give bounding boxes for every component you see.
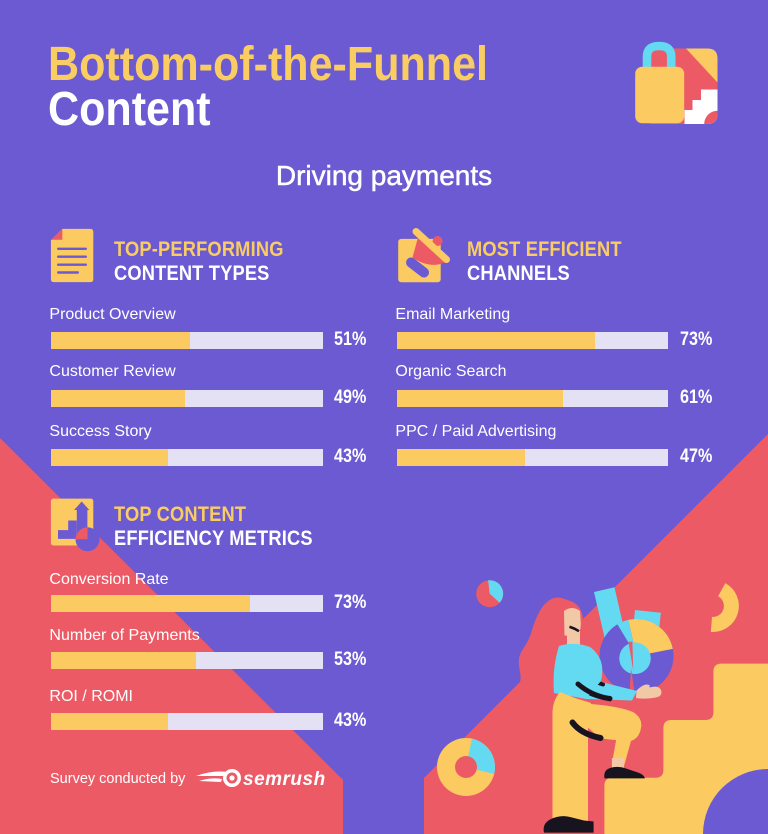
svg-text:semrush: semrush [243,769,326,790]
